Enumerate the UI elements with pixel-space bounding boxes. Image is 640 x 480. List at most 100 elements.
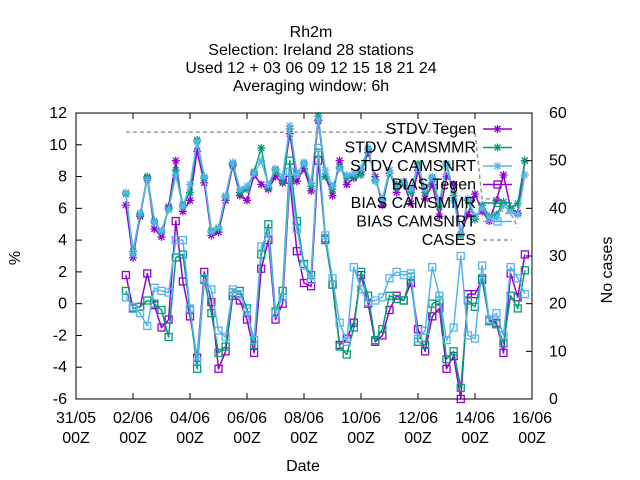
legend-swatch-marker <box>493 217 502 226</box>
data-point <box>121 270 131 280</box>
data-point <box>371 177 380 186</box>
data-point <box>442 172 451 181</box>
data-point <box>392 183 401 192</box>
data-point <box>435 291 444 300</box>
data-point <box>385 166 394 175</box>
data-point <box>342 337 351 346</box>
data-point <box>349 262 359 272</box>
data-point <box>421 185 430 194</box>
legend-item-stdv-tegen: STDV Tegen <box>386 121 512 138</box>
data-point <box>200 172 209 181</box>
data-point <box>193 147 202 156</box>
data-point <box>214 348 223 358</box>
data-point <box>178 207 187 216</box>
data-point <box>221 342 230 351</box>
data-point <box>449 180 458 189</box>
chart-title-line: Averaging window: 6h <box>233 78 389 95</box>
data-point <box>278 177 287 186</box>
data-point <box>506 262 515 272</box>
y-tick-label: 10 <box>49 137 67 154</box>
data-point <box>271 309 280 318</box>
data-point <box>520 266 530 275</box>
data-point <box>192 364 202 373</box>
data-point <box>371 336 380 345</box>
data-point <box>478 204 487 213</box>
data-point <box>178 235 188 245</box>
data-point <box>271 172 280 181</box>
data-point <box>264 228 273 237</box>
x-tick-label: 10/06 <box>341 410 381 427</box>
data-point <box>435 197 444 206</box>
axes: -6 -4 -2 0 2 4 6 8 10 12 0 10 20 30 40 50 60 31/05 00Z 02/0… <box>49 105 567 447</box>
data-point <box>356 285 366 294</box>
legend-item-cases: CASES <box>422 232 512 249</box>
data-point <box>157 226 166 235</box>
x-tick-label: 00Z <box>119 430 147 447</box>
y2-tick-label: 30 <box>549 248 567 265</box>
data-point <box>428 312 437 321</box>
data-point <box>228 285 237 294</box>
x-tick-label: 00Z <box>347 430 375 447</box>
legend-swatch-marker <box>493 125 502 133</box>
data-point <box>378 293 387 302</box>
data-point <box>300 164 308 173</box>
data-point <box>435 202 444 211</box>
chart-title-line: Used 12 + 03 06 09 12 15 18 21 24 <box>185 60 436 77</box>
y2-tick-label: 50 <box>549 153 567 170</box>
data-point <box>278 172 287 181</box>
data-point <box>364 143 373 152</box>
x-tick-label: 14/06 <box>455 410 495 427</box>
data-point <box>129 250 137 259</box>
data-point <box>271 164 280 173</box>
legend-item-bias-tegen: BIAS Tegen <box>392 177 512 194</box>
data-point <box>428 172 437 181</box>
data-point <box>456 229 465 238</box>
data-point <box>420 326 430 335</box>
data-point <box>314 115 323 124</box>
data-point <box>499 348 508 358</box>
data-point <box>456 383 465 393</box>
data-point <box>513 210 522 219</box>
legend-label: STDV CAMSNRT <box>350 158 476 175</box>
data-point <box>485 315 494 324</box>
legend-swatch-marker <box>493 162 502 170</box>
x-tick-label: 00Z <box>404 430 432 447</box>
data-point <box>335 342 344 351</box>
data-point <box>342 170 351 179</box>
x-tick-label: 04/06 <box>170 410 210 427</box>
data-point <box>449 196 458 205</box>
data-point <box>307 178 316 187</box>
x-tick-label: 16/06 <box>512 410 552 427</box>
data-point <box>492 196 501 205</box>
data-point <box>328 191 337 200</box>
data-point <box>164 332 173 342</box>
x-tick-label: 00Z <box>518 430 546 447</box>
data-point <box>413 334 423 343</box>
data-point <box>442 336 451 345</box>
data-point <box>242 315 252 324</box>
data-point <box>392 188 401 197</box>
data-point <box>356 267 366 277</box>
data-point <box>121 188 130 197</box>
data-point <box>178 202 187 211</box>
y-tick-label: 0 <box>58 296 67 313</box>
data-point <box>513 199 522 208</box>
data-point <box>357 170 365 179</box>
data-point <box>207 285 216 294</box>
x-tick-label: 12/06 <box>398 410 438 427</box>
data-point <box>335 318 344 327</box>
data-point <box>292 177 301 186</box>
legend-label: BIAS Tegen <box>392 177 476 194</box>
data-point <box>349 169 358 178</box>
series-cases <box>125 131 519 228</box>
data-point <box>250 169 259 178</box>
series-layer <box>121 112 530 404</box>
data-point <box>520 289 530 299</box>
legend-swatch-marker <box>493 143 502 152</box>
data-point <box>121 201 130 210</box>
data-point <box>499 331 508 340</box>
data-point <box>449 347 458 356</box>
data-point <box>335 156 344 165</box>
